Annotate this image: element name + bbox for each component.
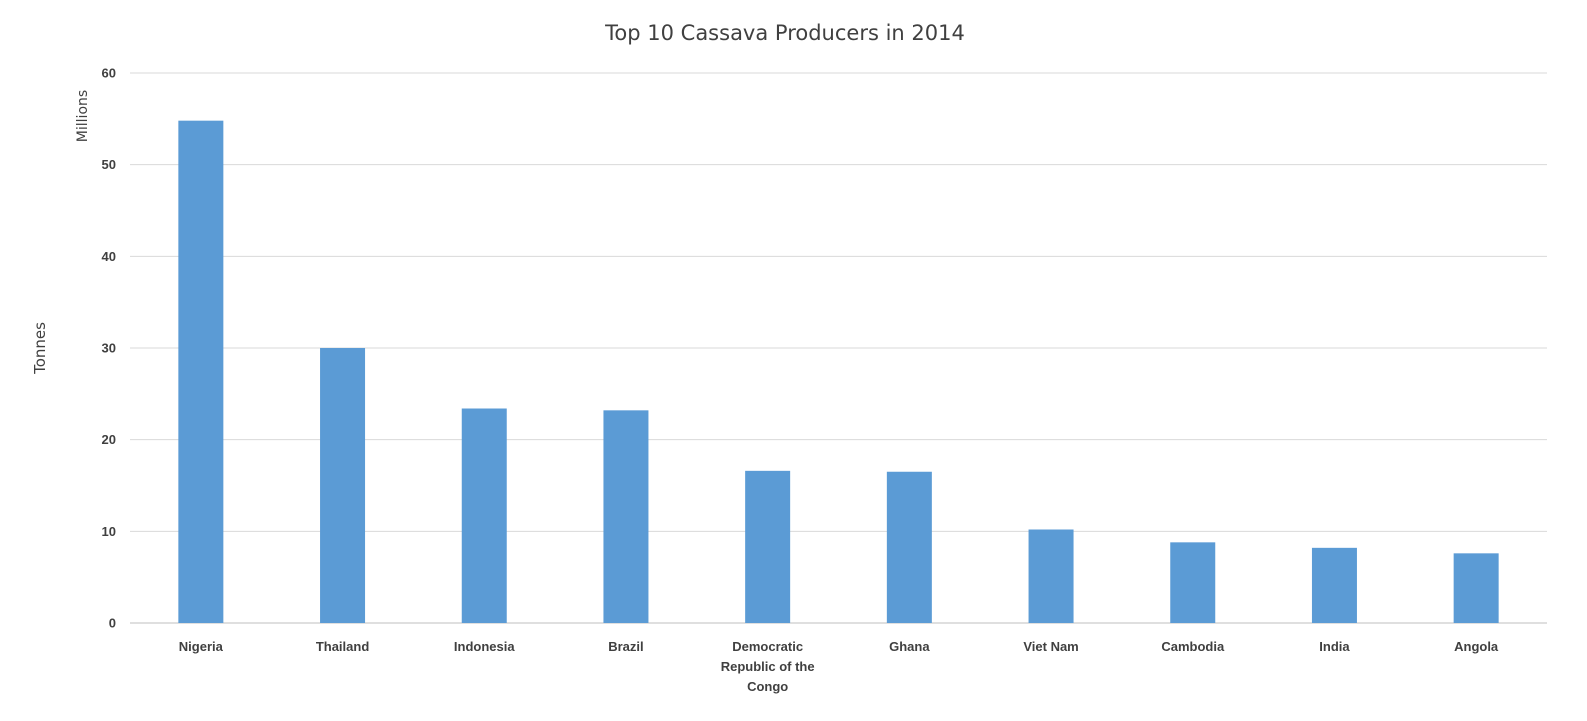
x-axis-category-labels: Nigeria Thailand Indonesia Brazil Democratic… xyxy=(179,639,1499,694)
bar xyxy=(1311,547,1357,623)
x-category-label-line: Cambodia xyxy=(1161,639,1225,654)
y-tick-label: 10 xyxy=(102,524,116,539)
bar xyxy=(603,410,649,623)
y-tick-label: 20 xyxy=(102,432,116,447)
bars xyxy=(178,120,1499,624)
x-category-label-line: Republic of the xyxy=(721,659,815,674)
chart-title: Top 10 Cassava Producers in 2014 xyxy=(604,21,965,45)
x-category-label: Cambodia xyxy=(1161,639,1225,654)
x-category-label-line: Indonesia xyxy=(454,639,515,654)
bar xyxy=(1028,529,1074,623)
x-category-label-line: Democratic xyxy=(732,639,803,654)
x-category-label: India xyxy=(1319,639,1350,654)
x-category-label: Thailand xyxy=(316,639,370,654)
gridlines xyxy=(130,72,1547,624)
y-tick-label: 0 xyxy=(109,616,116,631)
bar xyxy=(320,348,366,623)
x-category-label-line: Ghana xyxy=(889,639,930,654)
y-tick-label: 50 xyxy=(102,157,116,172)
x-category-label: Angola xyxy=(1454,639,1499,654)
x-category-label-line: Nigeria xyxy=(179,639,224,654)
x-category-label: Indonesia xyxy=(454,639,515,654)
bar xyxy=(178,120,224,624)
x-category-label: Ghana xyxy=(889,639,930,654)
y-tick-label: 60 xyxy=(102,66,116,81)
x-category-label: Democratic Republic of the Congo xyxy=(721,639,815,694)
y-tick-label: 30 xyxy=(102,341,116,356)
x-category-label: Brazil xyxy=(608,639,643,654)
x-category-label-line: Thailand xyxy=(316,639,370,654)
y-tick-label: 40 xyxy=(102,249,116,264)
x-category-label-line: Congo xyxy=(747,679,788,694)
bar xyxy=(1170,542,1216,623)
x-category-label-line: Viet Nam xyxy=(1023,639,1078,654)
x-category-label-line: India xyxy=(1319,639,1350,654)
bar xyxy=(886,471,932,623)
bar xyxy=(745,470,791,623)
x-category-label: Viet Nam xyxy=(1023,639,1078,654)
x-category-label-line: Angola xyxy=(1454,639,1499,654)
bar xyxy=(1453,553,1499,623)
y-axis-title: Tonnes xyxy=(31,322,49,375)
y-axis-ticks: 0 10 20 30 40 50 60 xyxy=(102,66,116,631)
x-category-label: Nigeria xyxy=(179,639,224,654)
x-category-label-line: Brazil xyxy=(608,639,643,654)
y-axis-units-label: Millions xyxy=(75,90,91,142)
bar xyxy=(461,408,507,623)
